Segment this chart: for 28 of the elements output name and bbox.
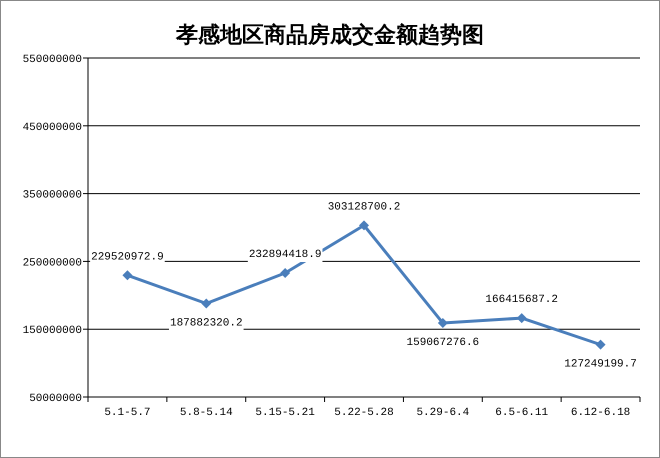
data-label: 303128700.2 bbox=[328, 201, 400, 214]
data-label: 166415687.2 bbox=[485, 294, 558, 306]
data-label: 229520972.9 bbox=[91, 251, 164, 264]
chart-title: 孝感地区商品房成交金额趋势图 bbox=[175, 22, 484, 48]
data-label: 232894418.9 bbox=[248, 249, 322, 261]
x-tick-label: 5.29-6.4 bbox=[416, 407, 470, 419]
y-tick-label: 450000000 bbox=[22, 122, 82, 134]
data-label: 159067276.6 bbox=[406, 337, 480, 350]
point bbox=[359, 220, 369, 230]
point bbox=[438, 318, 448, 328]
x-tick-label: 6.5-6.11 bbox=[495, 407, 549, 419]
point bbox=[280, 268, 290, 278]
x-tick-label: 6.12-6.18 bbox=[570, 407, 630, 419]
y-tick-label: 50000000 bbox=[29, 393, 82, 405]
x-tick-label: 5.15-5.21 bbox=[255, 407, 316, 419]
point bbox=[122, 270, 132, 280]
point bbox=[596, 340, 606, 350]
y-tick-label: 350000000 bbox=[22, 190, 82, 202]
x-tick-label: 5.22-5.28 bbox=[334, 407, 394, 419]
y-tick-label: 150000000 bbox=[22, 325, 82, 338]
point bbox=[516, 313, 527, 324]
y-tick-label: 550000000 bbox=[22, 54, 82, 66]
data-label: 187882320.2 bbox=[170, 318, 243, 330]
point bbox=[201, 298, 212, 309]
y-tick-label: 250000000 bbox=[22, 257, 82, 270]
data-label: 127249199.7 bbox=[564, 358, 637, 371]
x-tick-label: 5.1-5.7 bbox=[104, 407, 151, 419]
x-tick-label: 5.8-5.14 bbox=[180, 407, 234, 419]
